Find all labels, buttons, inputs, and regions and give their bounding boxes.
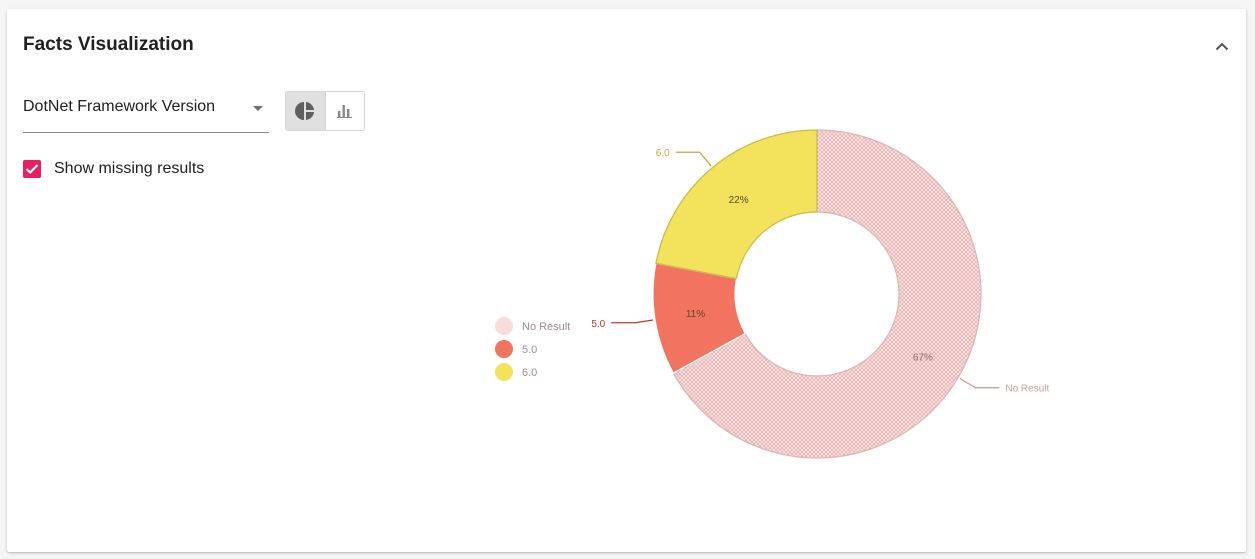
dropdown-arrow-icon <box>253 106 263 111</box>
slice-no-result[interactable] <box>672 129 982 459</box>
slice-value-label: 22% <box>729 195 749 206</box>
slice-value-label: 11% <box>686 309 705 320</box>
show-missing-checkbox-row[interactable]: Show missing results <box>23 159 204 179</box>
slice-6-0[interactable] <box>655 129 818 280</box>
leader-line-5-0 <box>611 319 654 324</box>
show-missing-checkbox[interactable] <box>23 160 41 178</box>
bar-chart-toggle[interactable] <box>326 92 365 130</box>
legend-swatch <box>495 340 513 358</box>
legend-label: 6.0 <box>522 367 537 379</box>
pie-chart-toggle[interactable] <box>286 92 326 130</box>
legend-label: 5.0 <box>522 344 537 356</box>
leader-line-6-0 <box>675 151 712 167</box>
collapse-button[interactable] <box>1207 33 1237 59</box>
donut-chart: 67% 11% 22% No Result 5.0 6.0 No Result 5.0 6.0 <box>495 129 1050 459</box>
legend-item-5-0[interactable]: 5.0 <box>495 340 537 358</box>
show-missing-label: Show missing results <box>54 160 205 177</box>
slice-outer-label-6-0: 6.0 <box>656 148 670 159</box>
legend-item-6-0[interactable]: 6.0 <box>495 363 537 381</box>
slice-outer-label-no-result: No Result <box>1005 384 1049 395</box>
fact-select-value: DotNet Framework Version <box>23 98 216 115</box>
fact-select[interactable]: DotNet Framework Version <box>23 96 269 133</box>
pie-chart-icon <box>295 102 315 120</box>
slice-value-label: 67% <box>913 353 933 364</box>
checkmark-icon <box>25 164 39 175</box>
legend-swatch <box>495 317 513 335</box>
bar-chart-icon <box>336 105 352 118</box>
legend-item-no-result[interactable]: No Result <box>495 317 570 335</box>
leader-line-no-result <box>959 377 1000 389</box>
facts-visualization-card: Facts Visualization DotNet Framework Ver… <box>7 9 1246 552</box>
chevron-up-icon <box>1215 42 1229 50</box>
chart-type-toggle-group <box>285 91 365 131</box>
legend-swatch <box>495 363 513 381</box>
legend-label: No Result <box>522 321 570 333</box>
card-title: Facts Visualization <box>23 34 194 55</box>
slice-outer-label-5-0: 5.0 <box>591 319 605 330</box>
